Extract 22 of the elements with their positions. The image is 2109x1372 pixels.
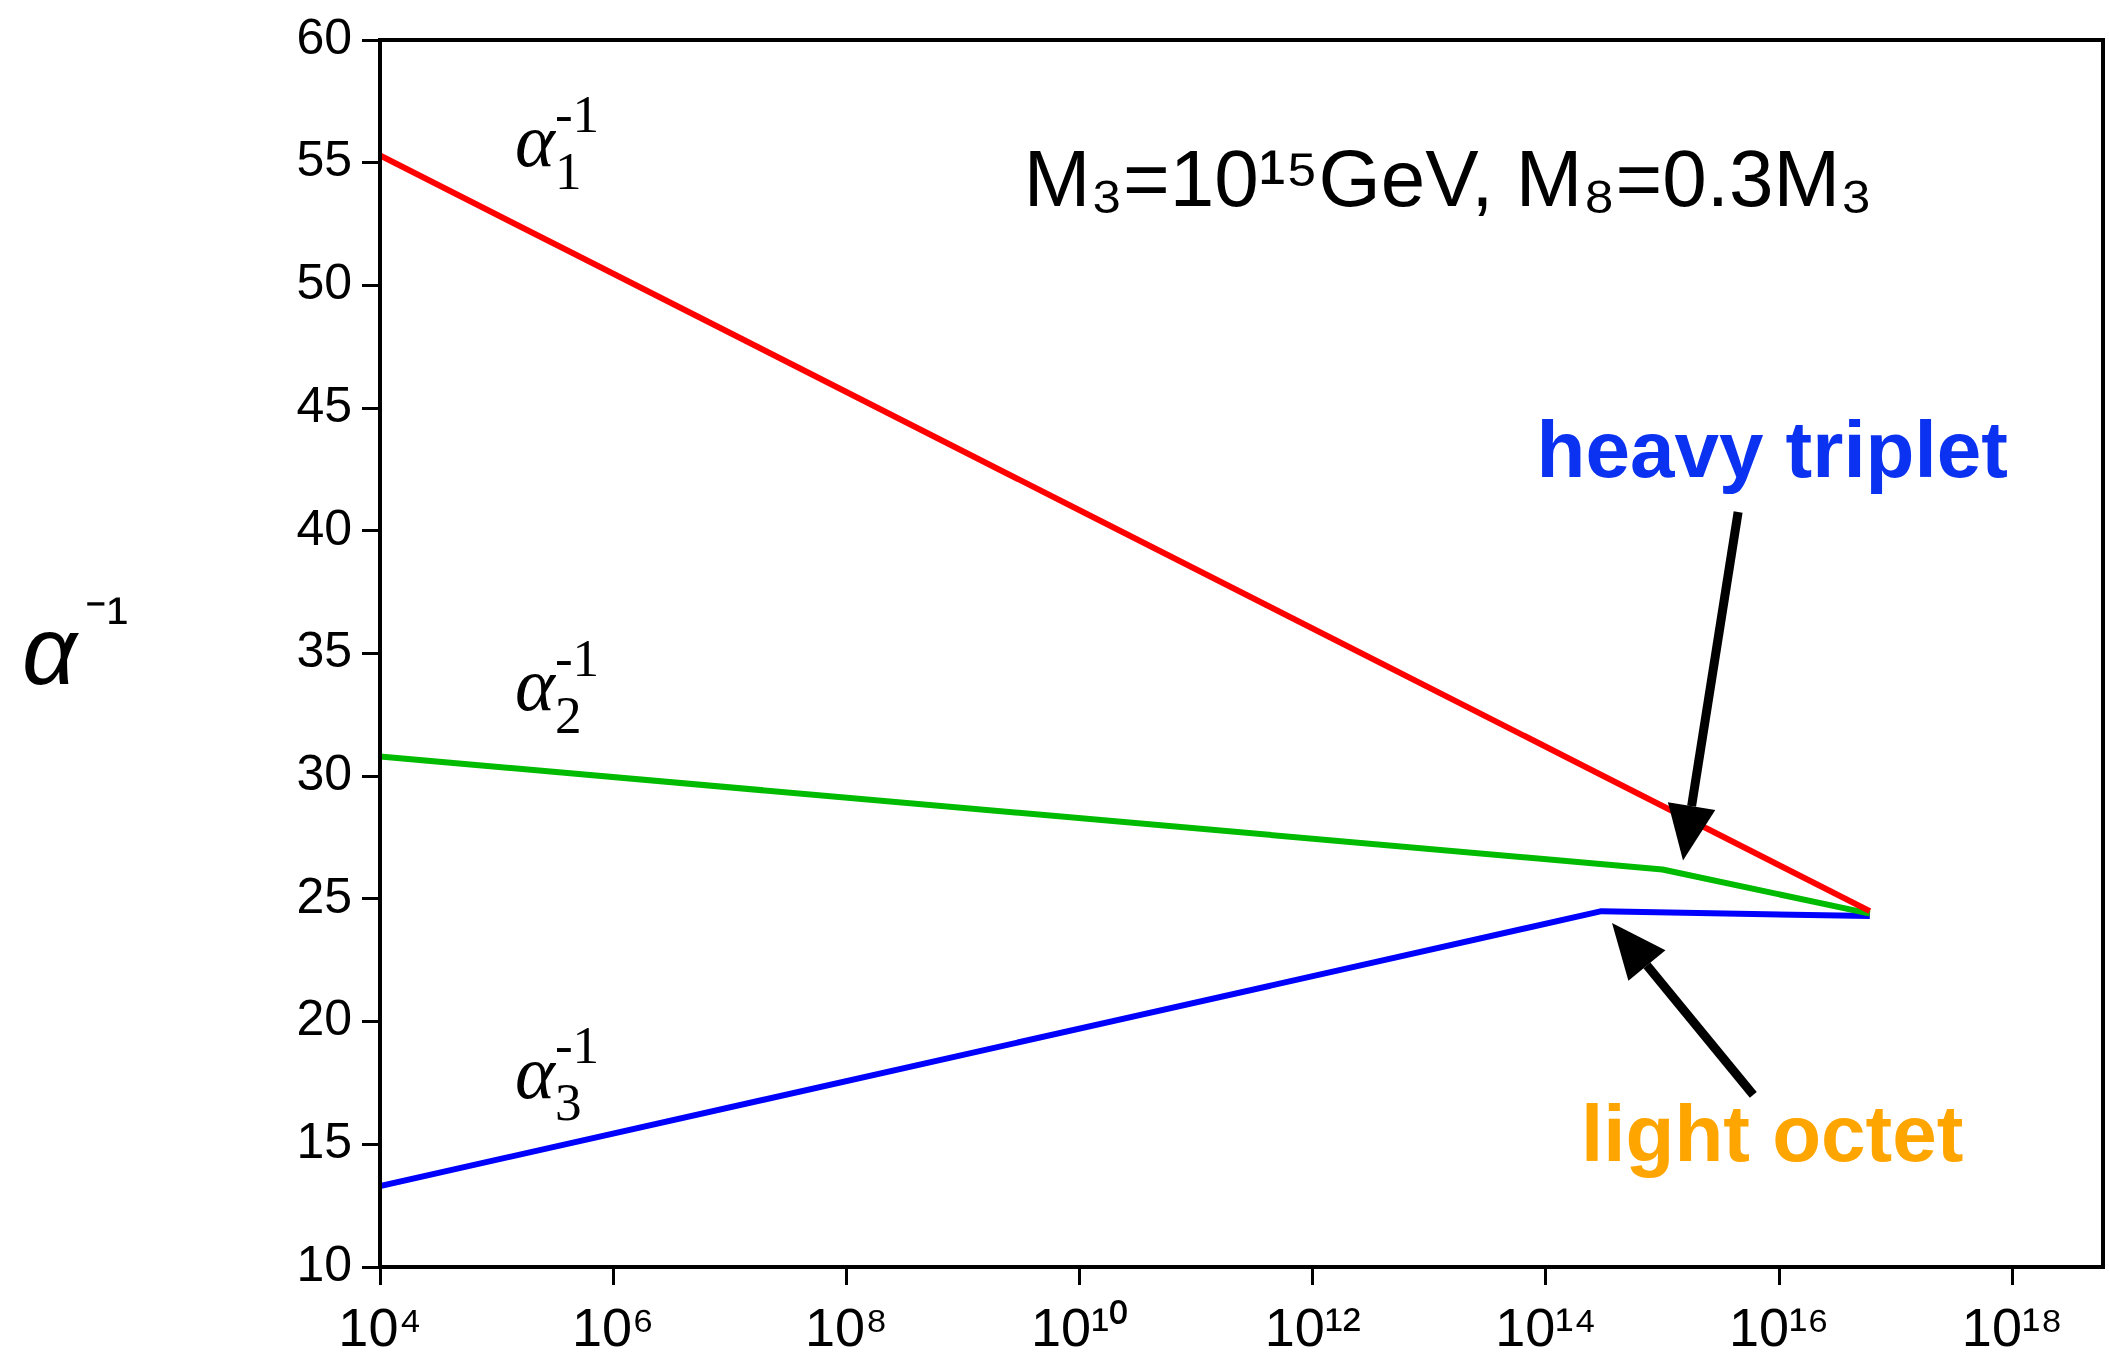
annotation: M₃=10¹⁵GeV, M₈=0.3M₃ bbox=[1023, 133, 1873, 223]
y-tick-label: 10 bbox=[296, 1235, 352, 1292]
y-tick-label: 20 bbox=[296, 990, 352, 1047]
y-tick-label: 55 bbox=[296, 131, 352, 188]
y-tick-label: 50 bbox=[296, 254, 352, 311]
x-tick-label: 10¹² bbox=[1264, 1297, 1361, 1358]
y-tick-label: 15 bbox=[296, 1113, 352, 1170]
x-tick-label: 10⁶ bbox=[572, 1297, 655, 1358]
annotation: light octet bbox=[1581, 1089, 1964, 1179]
y-tick-label: 30 bbox=[296, 744, 352, 801]
x-tick-label: 10¹⁶ bbox=[1728, 1297, 1830, 1358]
x-tick-label: 10¹⁴ bbox=[1495, 1297, 1597, 1358]
x-tick-label: 10⁴ bbox=[338, 1297, 422, 1358]
annotation: heavy triplet bbox=[1536, 404, 2008, 494]
x-tick-label: 10¹⁸ bbox=[1961, 1297, 2063, 1358]
y-tick-label: 40 bbox=[296, 499, 352, 556]
y-tick-label: 35 bbox=[296, 622, 352, 679]
y-tick-label: 25 bbox=[296, 867, 352, 924]
y-tick-label: 45 bbox=[296, 376, 352, 433]
y-tick-label: 60 bbox=[296, 8, 352, 65]
x-tick-label: 10¹⁰ bbox=[1031, 1297, 1129, 1358]
x-tick-label: 10⁸ bbox=[804, 1297, 888, 1358]
